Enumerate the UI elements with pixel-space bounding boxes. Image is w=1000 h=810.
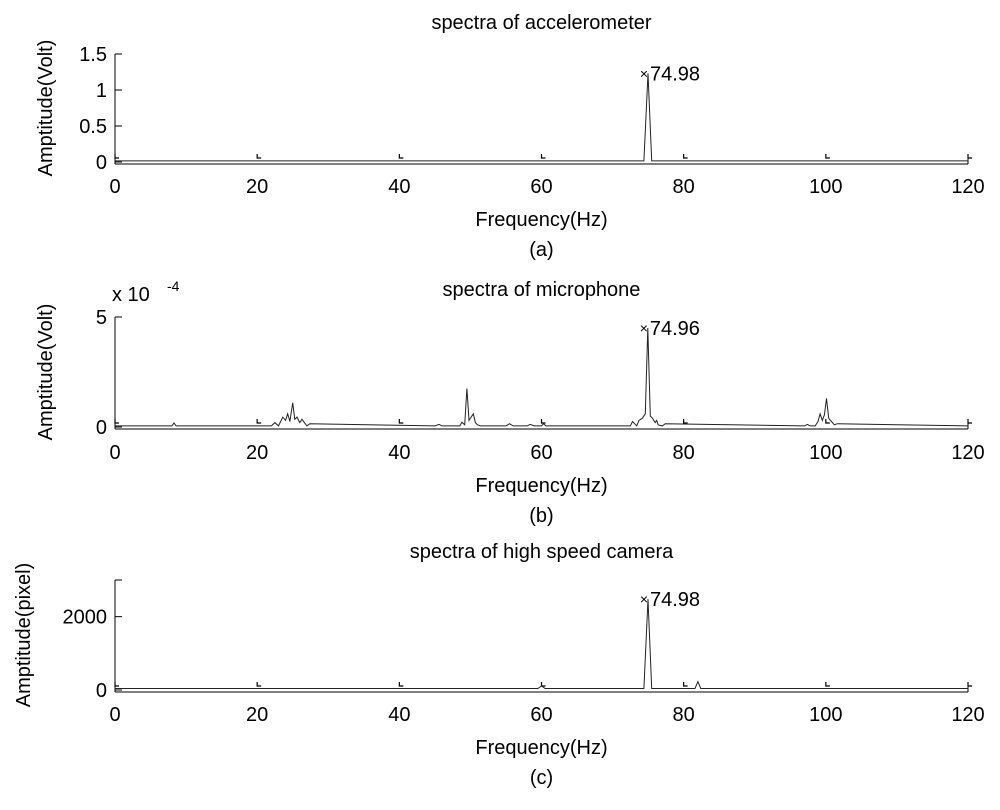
x-tick-label: 100	[809, 442, 842, 464]
x-tick-mark	[256, 682, 262, 687]
x-tick-mark	[825, 154, 830, 159]
x-tick-mark	[967, 154, 972, 159]
y-axis-label: Amptitude(Volt)	[35, 40, 57, 177]
x-tick-label: 0	[109, 176, 120, 198]
panel-caption: (c)	[530, 767, 553, 789]
y-tick-label: 0	[96, 152, 107, 174]
x-tick-label: 0	[109, 704, 120, 726]
x-tick-label: 120	[951, 442, 984, 464]
x-tick-label: 20	[246, 704, 268, 726]
peak-marker: ×	[640, 591, 648, 607]
y-tick-label: 0	[96, 680, 107, 702]
x-tick-label: 120	[951, 176, 984, 198]
series-line	[115, 327, 969, 427]
x-tick-label: 20	[246, 176, 268, 198]
x-tick-label: 100	[809, 704, 842, 726]
chart-title: spectra of accelerometer	[431, 12, 651, 34]
x-tick-label: 60	[530, 176, 552, 198]
peak-label: 74.96	[650, 318, 700, 340]
x-tick-mark	[683, 419, 688, 424]
peak-marker: ×	[640, 320, 648, 336]
x-axis-label: Frequency(Hz)	[475, 475, 607, 497]
x-tick-mark	[540, 682, 546, 687]
x-tick-label: 40	[388, 176, 410, 198]
peak-label: 74.98	[650, 589, 700, 611]
x-tick-mark	[256, 419, 262, 424]
x-tick-label: 100	[809, 176, 842, 198]
y-axis-label: Amptitude(Volt)	[35, 304, 57, 441]
y-tick-label: 1	[96, 80, 107, 102]
x-tick-mark	[825, 682, 830, 687]
x-tick-label: 0	[109, 442, 120, 464]
x-tick-mark	[683, 154, 688, 159]
x-tick-label: 80	[673, 442, 695, 464]
x-tick-mark	[683, 682, 688, 687]
y-tick-label: 5	[96, 307, 107, 329]
x-tick-mark	[398, 419, 404, 424]
x-tick-label: 80	[673, 704, 695, 726]
chart-title: spectra of microphone	[443, 279, 641, 301]
peak-marker: ×	[640, 65, 648, 81]
y-tick-label: 0.5	[79, 116, 107, 138]
panel-caption: (a)	[529, 239, 553, 261]
x-tick-label: 80	[673, 176, 695, 198]
x-tick-mark	[114, 419, 119, 424]
x-tick-mark	[825, 419, 830, 424]
series-line	[115, 73, 968, 162]
x-axis-label: Frequency(Hz)	[475, 737, 607, 759]
chart-title: spectra of high speed camera	[410, 541, 674, 563]
x-tick-mark	[540, 154, 546, 159]
x-tick-label: 40	[388, 704, 410, 726]
x-tick-label: 60	[530, 442, 552, 464]
y-exponent-label: x 10	[112, 284, 150, 306]
x-tick-mark	[114, 682, 119, 687]
y-axis-label: Amptitude(pixel)	[13, 563, 35, 708]
x-tick-label: 60	[530, 704, 552, 726]
y-tick-label: 2000	[63, 607, 108, 629]
panel-caption: (b)	[529, 505, 553, 527]
x-tick-mark	[540, 419, 546, 424]
y-tick-label: 1.5	[79, 44, 107, 66]
x-tick-mark	[114, 154, 119, 159]
y-exponent-sup: -4	[167, 278, 180, 294]
x-tick-label: 40	[388, 442, 410, 464]
x-tick-mark	[398, 682, 404, 687]
x-tick-mark	[967, 682, 972, 687]
x-tick-label: 20	[246, 442, 268, 464]
x-axis-label: Frequency(Hz)	[475, 209, 607, 231]
y-tick-label: 0	[96, 417, 107, 439]
x-tick-label: 120	[951, 704, 984, 726]
x-tick-mark	[967, 419, 972, 424]
series-line	[115, 599, 968, 689]
peak-label: 74.98	[650, 63, 700, 85]
x-tick-mark	[398, 154, 404, 159]
x-tick-mark	[256, 154, 262, 159]
